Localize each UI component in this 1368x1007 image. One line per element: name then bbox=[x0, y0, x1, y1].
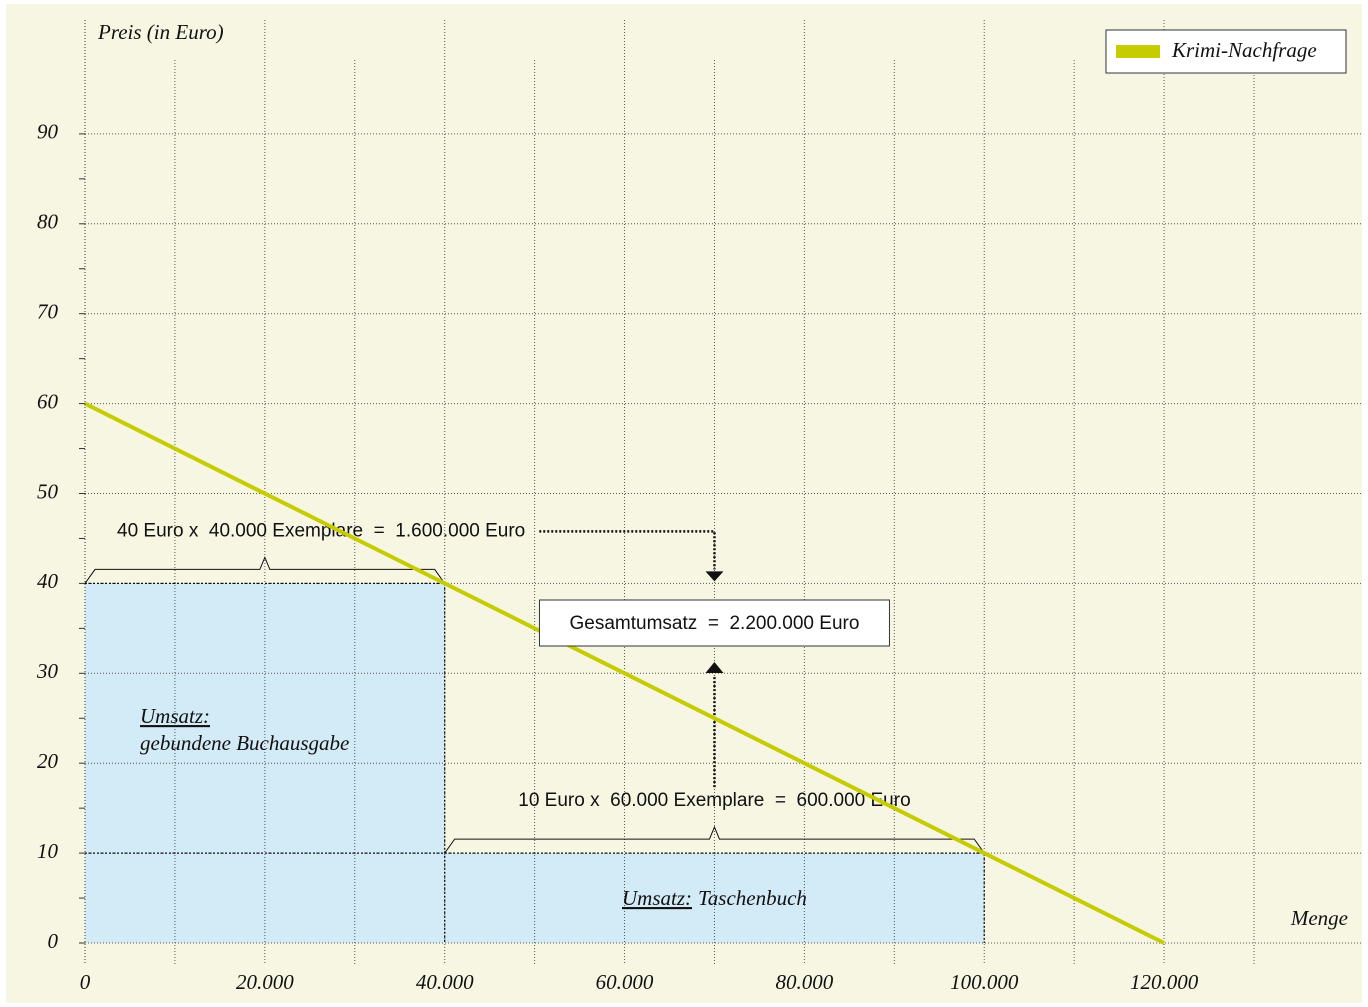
y-tick-label: 30 bbox=[36, 659, 59, 683]
bracket bbox=[444, 825, 985, 854]
arrow-line bbox=[539, 530, 716, 570]
revenue-area bbox=[85, 583, 445, 943]
area-label-rest: Taschenbuch bbox=[698, 886, 807, 910]
y-tick-label: 50 bbox=[37, 479, 59, 503]
x-tick-label: 20.000 bbox=[236, 970, 294, 994]
revenue-area bbox=[444, 853, 985, 943]
x-tick-label: 120.000 bbox=[1130, 970, 1199, 994]
y-tick-label: 60 bbox=[37, 389, 59, 413]
x-tick-label: 40.000 bbox=[416, 970, 474, 994]
arrow-head bbox=[705, 571, 724, 582]
annotation: 10 Euro x 60.000 Exemplare = 600.000 Eur… bbox=[518, 790, 910, 811]
y-tick-label: 40 bbox=[37, 569, 59, 593]
x-tick-label: 0 bbox=[80, 970, 91, 994]
arrow-head bbox=[705, 662, 724, 673]
bracket bbox=[84, 556, 446, 584]
area-label: Umsatz: bbox=[140, 704, 210, 728]
legend-swatch bbox=[1116, 45, 1160, 58]
annotation: 40 Euro x 40.000 Exemplare = 1.600.000 E… bbox=[117, 520, 525, 541]
x-tick-label: 80.000 bbox=[776, 970, 834, 994]
legend-label: Krimi-Nachfrage bbox=[1171, 38, 1317, 62]
y-tick-label: 10 bbox=[37, 839, 59, 863]
y-tick-label: 20 bbox=[37, 749, 59, 773]
y-axis-label: Preis (in Euro) bbox=[97, 20, 224, 44]
area-label: Umsatz: Taschenbuch bbox=[622, 886, 807, 910]
y-tick-label: 90 bbox=[37, 120, 59, 144]
demand-line bbox=[84, 401, 1165, 945]
total-label: Gesamtumsatz = 2.200.000 Euro bbox=[570, 613, 860, 634]
total-box bbox=[538, 599, 890, 647]
x-tick-label: 100.000 bbox=[950, 970, 1019, 994]
area-sublabel: gebundene Buchausgabe bbox=[140, 731, 349, 755]
y-tick-label: 70 bbox=[37, 300, 59, 324]
y-tick-label: 0 bbox=[48, 929, 59, 953]
area-label-head: Umsatz: bbox=[622, 886, 692, 910]
x-axis-label: Menge bbox=[1290, 906, 1348, 930]
x-tick-label: 60.000 bbox=[596, 970, 654, 994]
y-tick-label: 80 bbox=[37, 210, 59, 234]
